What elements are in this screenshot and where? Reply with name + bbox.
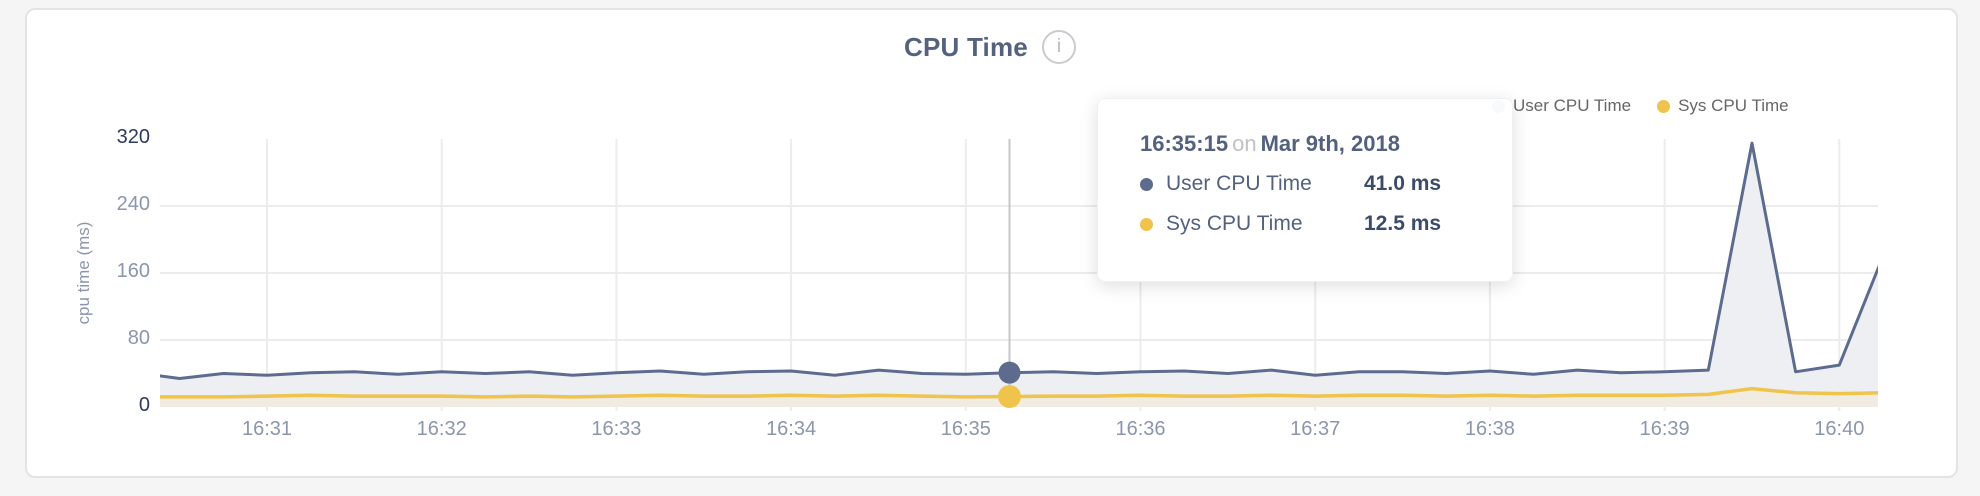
y-tick-label: 240 <box>116 193 150 215</box>
tooltip-dot-sys-icon <box>1140 217 1153 231</box>
tooltip-label-user: User CPU Time <box>1166 172 1312 195</box>
hover-dot-sys-icon <box>997 385 1021 409</box>
tooltip-row-sys: Sys CPU Time 12.5 ms <box>1140 209 1482 239</box>
y-tick-label: 320 <box>116 126 150 148</box>
x-tick-label: 16:40 <box>1814 418 1865 440</box>
x-tick-label: 16:32 <box>416 418 467 440</box>
y-tick-label: 80 <box>127 327 150 349</box>
x-tick-label: 16:37 <box>1290 418 1341 440</box>
tooltip-conjunction: on <box>1232 131 1257 156</box>
tooltip-dot-user-icon <box>1140 177 1153 191</box>
x-tick-label: 16:31 <box>241 418 293 440</box>
user-area <box>160 143 1878 407</box>
legend-label-sys: Sys CPU Time <box>1678 96 1789 115</box>
legend-dot-sys-icon <box>1657 99 1671 113</box>
hover-dot-user-icon <box>998 361 1021 384</box>
tooltip-value-user: 41.0 ms <box>1364 172 1442 195</box>
x-tick-label: 16:38 <box>1464 418 1515 440</box>
x-tick-label: 16:34 <box>766 418 817 440</box>
x-tick-label: 16:35 <box>940 418 991 440</box>
info-icon[interactable]: i <box>1041 30 1076 64</box>
x-tick-label: 16:39 <box>1639 418 1690 440</box>
tooltip-time: 16:35:15 <box>1140 131 1229 156</box>
chart-title: CPU Time <box>904 31 1028 62</box>
chart-tooltip: 16:35:15 on Mar 9th, 2018 User CPU Time 41… <box>1097 98 1513 282</box>
chart-header: CPU Time i <box>0 30 1980 64</box>
tooltip-row-user: User CPU Time 41.0 ms <box>1140 169 1482 199</box>
legend: User CPU Time Sys CPU Time <box>1492 96 1789 116</box>
legend-label-user: User CPU Time <box>1513 96 1632 115</box>
horizontal-gridlines <box>160 205 1878 341</box>
x-tick-label: 16:36 <box>1115 418 1166 440</box>
tooltip-value-sys: 12.5 ms <box>1364 212 1442 235</box>
tooltip-heading: 16:35:15 on Mar 9th, 2018 <box>1140 131 1482 157</box>
legend-item-sys[interactable]: Sys CPU Time <box>1657 96 1789 116</box>
x-tick-label: 16:33 <box>591 418 642 440</box>
y-tick-label: 160 <box>116 260 150 282</box>
tooltip-label-sys: Sys CPU Time <box>1166 212 1303 235</box>
y-tick-label: 0 <box>138 394 150 416</box>
tooltip-date: Mar 9th, 2018 <box>1260 131 1400 156</box>
